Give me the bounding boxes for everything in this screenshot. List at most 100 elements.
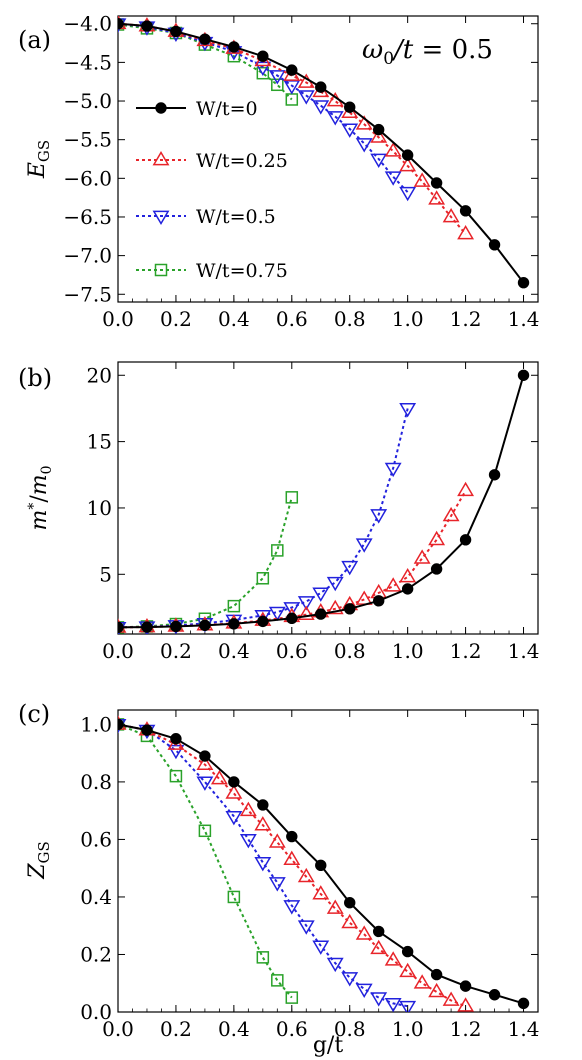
data-point — [312, 100, 330, 115]
data-point — [170, 620, 182, 633]
data-point — [268, 833, 286, 848]
x-tick-label: 1.4 — [508, 639, 540, 663]
x-tick-label: 0.6 — [276, 1017, 308, 1041]
data-point — [399, 186, 417, 202]
data-point — [370, 128, 388, 143]
series-line — [118, 723, 466, 1008]
panel-1: 0.0 0.2 0.4 0.6 0.8 1.0 1.2 1.4 −4.0 −4.5 −5.0 −5.5… — [18, 12, 539, 331]
y-tick-label: 10 — [87, 496, 112, 520]
series-line — [118, 408, 409, 629]
legend-marker — [152, 210, 170, 225]
plot-frame — [117, 15, 539, 303]
legend-label: W/t=0.25 — [196, 150, 288, 172]
data-point — [228, 41, 240, 53]
x-tick-label: 0.2 — [160, 307, 192, 331]
data-point — [297, 867, 315, 883]
legend-marker — [155, 102, 167, 114]
y-tick-label: 1.0 — [80, 712, 112, 736]
data-point — [239, 801, 257, 817]
data-point — [355, 138, 373, 153]
data-point — [428, 190, 446, 205]
panel-2: 0.0 0.2 0.4 0.6 0.8 1.0 1.2 1.4 5 10 15 20 (b) m*/m0 — [18, 361, 540, 663]
data-point — [315, 608, 327, 620]
y-tick-label: −7.5 — [63, 282, 112, 306]
x-axis-label: g/t — [313, 1033, 343, 1058]
y-tick-label: −4.0 — [63, 12, 112, 36]
y-axis-label: ZGS — [25, 841, 53, 880]
data-point — [370, 992, 388, 1007]
data-point — [297, 920, 315, 935]
x-tick-label: 0.0 — [102, 1017, 134, 1041]
data-point — [283, 602, 301, 617]
data-point — [170, 733, 182, 745]
data-point — [384, 142, 402, 157]
data-point — [118, 718, 124, 731]
series-line — [118, 23, 293, 101]
data-point — [257, 50, 269, 62]
data-point — [370, 509, 388, 524]
data-point — [257, 799, 269, 811]
data-point — [517, 997, 530, 1010]
data-point — [326, 576, 344, 592]
data-point — [326, 899, 344, 914]
data-point — [170, 25, 182, 38]
data-point — [413, 974, 431, 989]
legend-item-w-t-0-5: W/t=0.5 — [136, 206, 276, 228]
legend-marker — [154, 263, 168, 277]
data-point — [459, 980, 472, 992]
data-point — [118, 18, 124, 30]
data-point — [268, 877, 286, 892]
series-line — [118, 723, 408, 1008]
data-point — [283, 850, 301, 865]
data-point — [384, 462, 402, 478]
data-point — [430, 563, 443, 575]
data-point — [225, 811, 243, 826]
data-point — [401, 583, 414, 595]
x-tick-label: 0.8 — [334, 639, 366, 663]
legend-item-w-t-0: W/t=0 — [136, 98, 258, 120]
data-point — [285, 491, 299, 504]
x-tick-label: 1.2 — [450, 639, 482, 663]
data-point — [442, 207, 460, 223]
data-point — [271, 78, 284, 92]
y-tick-label: −6.0 — [63, 166, 112, 190]
y-tick-label: −7.0 — [63, 244, 112, 268]
x-tick-label: 0.4 — [218, 307, 250, 331]
data-point — [442, 506, 460, 522]
data-point — [488, 239, 501, 251]
data-point — [169, 769, 183, 783]
data-point — [198, 824, 212, 838]
data-point — [355, 925, 373, 940]
data-point — [384, 577, 402, 592]
data-point — [428, 982, 446, 998]
data-point — [312, 940, 330, 955]
plot-frame — [117, 709, 539, 1013]
data-point — [254, 816, 272, 831]
y-tick-label: 0.0 — [80, 1000, 112, 1024]
data-point — [384, 171, 402, 186]
data-point — [384, 997, 402, 1012]
x-tick-label: 0.6 — [276, 639, 308, 663]
data-point — [225, 784, 243, 799]
data-point — [399, 962, 417, 978]
data-point — [297, 605, 315, 621]
x-tick-label: 0.8 — [334, 307, 366, 331]
x-tick-label: 0.6 — [276, 307, 308, 331]
data-point — [341, 560, 359, 576]
data-point — [271, 544, 284, 557]
data-point — [228, 618, 240, 630]
x-tick-label: 1.0 — [392, 1017, 424, 1041]
data-point — [459, 205, 472, 217]
data-point — [399, 156, 417, 172]
legend-item-w-t-0-25: W/t=0.25 — [136, 150, 288, 172]
data-point — [268, 70, 286, 85]
data-point — [355, 538, 373, 553]
data-point — [488, 989, 501, 1001]
data-point — [326, 957, 344, 973]
data-point — [384, 951, 402, 966]
data-point — [326, 111, 344, 126]
data-point — [517, 276, 530, 289]
data-point — [141, 621, 153, 633]
data-point — [341, 972, 359, 987]
data-point — [210, 770, 228, 785]
